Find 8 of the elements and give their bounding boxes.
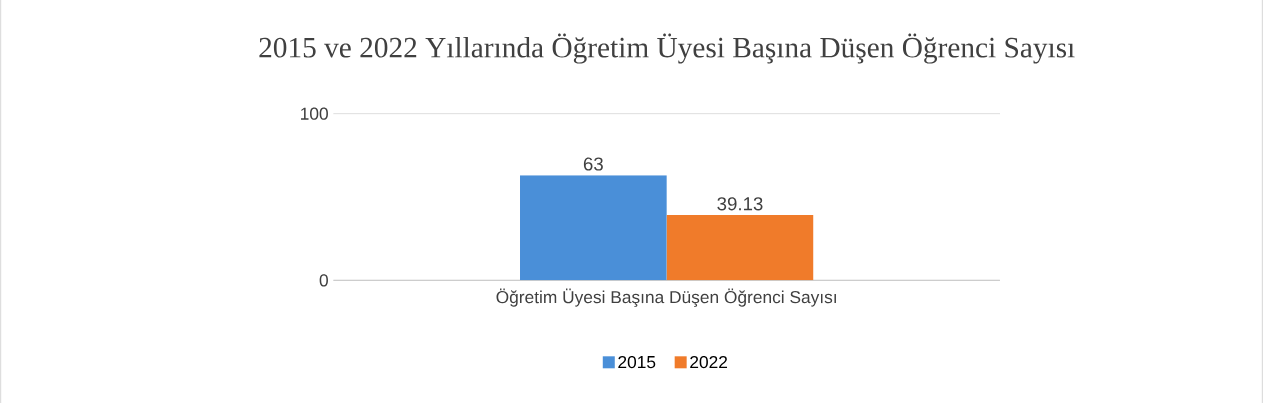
y-tick-label: 100 <box>301 107 328 120</box>
chart-title: 2015 ve 2022 Yıllarında Öğretim Üyesi Başına Düşen Öğrenci Sayısı <box>259 33 1075 64</box>
legend-label: 2022 <box>690 355 728 369</box>
y-tick-label: 0 <box>319 274 328 287</box>
data-label: 63 <box>583 157 603 171</box>
legend-label: 2015 <box>618 355 656 369</box>
x-tick-label: Öğretim Üyesi Başına Düşen Öğrenci Sayısı <box>496 288 836 307</box>
data-label: 39.13 <box>717 197 763 211</box>
